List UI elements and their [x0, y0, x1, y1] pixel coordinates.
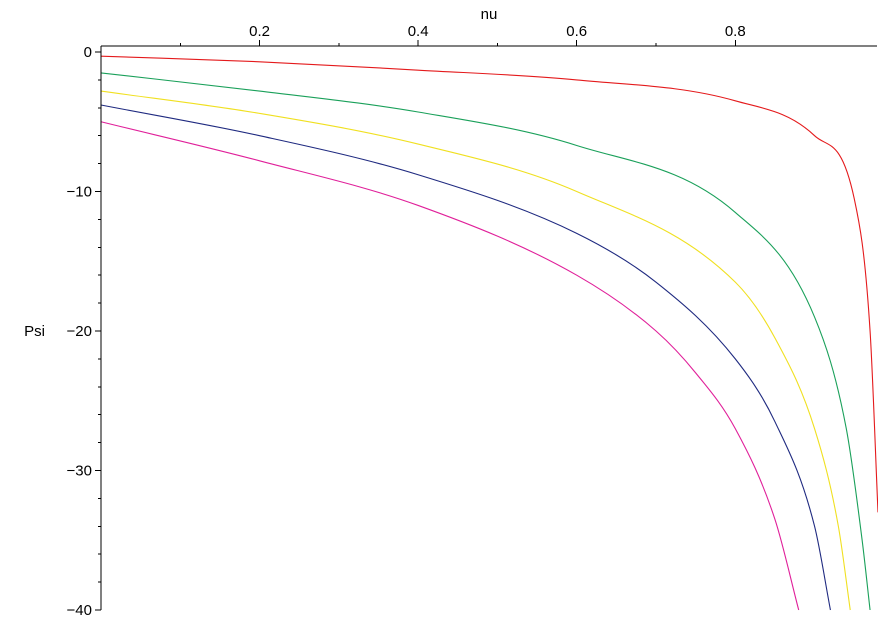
series-line-5 [100, 121, 800, 611]
y-tick-label: −10 [67, 184, 92, 201]
y-tick-label: −30 [67, 463, 92, 480]
x-axis-label: nu [481, 6, 498, 23]
x-ticks: 0.2 0.4 0.6 0.8 [179, 23, 746, 46]
x-tick-label: 0.4 [408, 23, 429, 40]
series-line-1 [100, 55, 878, 513]
y-ticks: 0 −10 −20 −30 −40 [67, 44, 101, 619]
y-axis-label: Psi [24, 323, 45, 340]
x-tick-label: 0.6 [566, 23, 587, 40]
y-tick-label: −20 [67, 323, 92, 340]
series-line-2 [100, 72, 871, 611]
x-tick-label: 0.2 [249, 23, 270, 40]
series-line-3 [100, 90, 851, 611]
series-group [100, 55, 878, 611]
series-line-4 [100, 104, 831, 611]
x-tick-label: 0.8 [725, 23, 746, 40]
y-tick-label: −40 [67, 602, 92, 619]
y-tick-label: 0 [84, 44, 92, 61]
